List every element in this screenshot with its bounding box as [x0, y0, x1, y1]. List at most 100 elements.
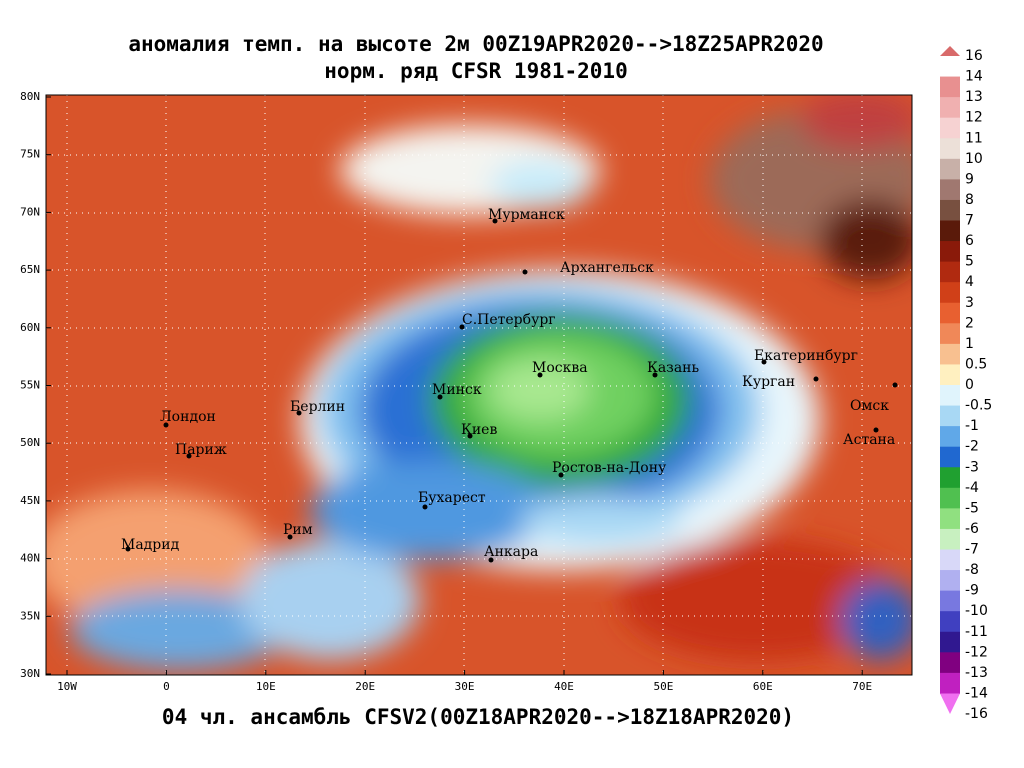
colorbar-band [940, 549, 960, 571]
city-label: Анкара [484, 544, 538, 560]
colorbar-band [940, 631, 960, 653]
colorbar-label: 12 [965, 110, 983, 126]
colorbar-band [940, 672, 960, 694]
colorbar-band [940, 323, 960, 345]
lon-label: 70E [852, 680, 872, 693]
lat-label: 50N [20, 436, 40, 449]
city-label: Берлин [290, 399, 345, 415]
colorbar-band [940, 343, 960, 365]
colorbar-label: 10 [965, 151, 983, 167]
colorbar-label: -3 [965, 459, 979, 475]
colorbar-band [940, 220, 960, 242]
colorbar-label: 2 [965, 315, 974, 331]
colorbar-band [940, 76, 960, 98]
colorbar-label: 9 [965, 171, 974, 187]
colorbar-band [940, 528, 960, 550]
colorbar-label: 7 [965, 213, 974, 229]
colorbar-band [940, 302, 960, 324]
lat-label: 30N [20, 667, 40, 680]
lat-label: 40N [20, 552, 40, 565]
colorbar-label: 13 [965, 89, 983, 105]
title: аномалия темп. на высоте 2м 00Z19APR2020… [128, 32, 823, 56]
colorbar-band [940, 282, 960, 304]
colorbar-cap [940, 46, 960, 56]
colorbar-band [940, 241, 960, 263]
lon-label: 50E [653, 680, 673, 693]
colorbar-label: -0.5 [965, 398, 992, 414]
colorbar-label: 1 [965, 336, 974, 352]
axes: 10W 0 10E 20E 30E 40E 50E 60E 70E 30N 35N 40N 45N 50N… [20, 90, 872, 693]
colorbar-label: -10 [965, 603, 988, 619]
colorbar-band [940, 487, 960, 509]
colorbar-band [940, 508, 960, 530]
lat-label: 70N [20, 205, 40, 218]
city-label: Лондон [160, 409, 216, 425]
colorbar-band [940, 426, 960, 448]
colorbar-band [940, 158, 960, 180]
lon-label: 0 [163, 680, 170, 693]
map-field [46, 95, 912, 675]
lat-label: 55N [20, 379, 40, 392]
subtitle: норм. ряд CFSR 1981-2010 [324, 59, 627, 83]
colorbar-band [940, 405, 960, 427]
colorbar-band [940, 117, 960, 139]
colorbar-label: -4 [965, 480, 979, 496]
city-label: Мурманск [488, 207, 565, 223]
colorbar-band [940, 138, 960, 160]
lon-label: 20E [355, 680, 375, 693]
city-label: Архангельск [560, 260, 654, 276]
colorbar-label: 8 [965, 192, 974, 208]
city-label: Рим [283, 522, 313, 538]
colorbar-band [940, 446, 960, 468]
colorbar-band [940, 261, 960, 283]
colorbar-cap [940, 693, 960, 714]
colorbar-label: 0 [965, 377, 974, 393]
colorbar-label: 4 [965, 274, 974, 290]
colorbar-label: -9 [965, 583, 979, 599]
colorbar-label: -5 [965, 500, 979, 516]
colorbar-band [940, 652, 960, 674]
lat-label: 35N [20, 609, 40, 622]
colorbar-label: 16 [965, 48, 983, 64]
colorbar-label: -2 [965, 439, 979, 455]
colorbar-label: -11 [965, 624, 988, 640]
lon-label: 40E [554, 680, 574, 693]
colorbar-band [940, 570, 960, 592]
lon-label: 10E [256, 680, 276, 693]
colorbar-label: -1 [965, 418, 979, 434]
city-label: Киев [461, 422, 497, 438]
city-label: Казань [647, 360, 699, 376]
colorbar-label: 11 [965, 130, 983, 146]
city-label: Бухарест [418, 490, 486, 506]
lat-label: 65N [20, 263, 40, 276]
colorbar-band [940, 364, 960, 386]
colorbar-label: -6 [965, 521, 979, 537]
colorbar-label: -14 [965, 685, 988, 701]
colorbar-band [940, 590, 960, 612]
colorbar-band [940, 385, 960, 407]
lon-label: 10W [57, 680, 77, 693]
city-label: Париж [175, 442, 227, 458]
colorbar-band [940, 97, 960, 119]
city-label: Астана [843, 432, 895, 448]
lat-label: 60N [20, 321, 40, 334]
city-label: Москва [532, 360, 588, 376]
lon-label: 60E [753, 680, 773, 693]
lon-label: 30E [455, 680, 475, 693]
colorbar-label: 0.5 [965, 356, 987, 372]
city-label: Екатеринбург [754, 348, 858, 364]
city-label: Ростов-на-Дону [552, 460, 667, 476]
colorbar-label: 3 [965, 295, 974, 311]
colorbar-band [940, 467, 960, 489]
colorbar-band [940, 611, 960, 633]
lat-label: 80N [20, 90, 40, 103]
colorbar: 16 14 13 12 11 10 9 8 7 6 5 4 3 2 1 0.5 0 -0.5 -1 -2 -3 -4 -5 -… [940, 46, 992, 722]
colorbar-label: -13 [965, 665, 988, 681]
footer: 04 чл. ансамбль CFSV2(00Z18APR2020-->18Z… [162, 705, 794, 729]
colorbar-label: 6 [965, 233, 974, 249]
colorbar-label: 5 [965, 254, 974, 270]
city-label: Омск [850, 398, 889, 414]
lat-label: 45N [20, 494, 40, 507]
colorbar-band [940, 179, 960, 201]
